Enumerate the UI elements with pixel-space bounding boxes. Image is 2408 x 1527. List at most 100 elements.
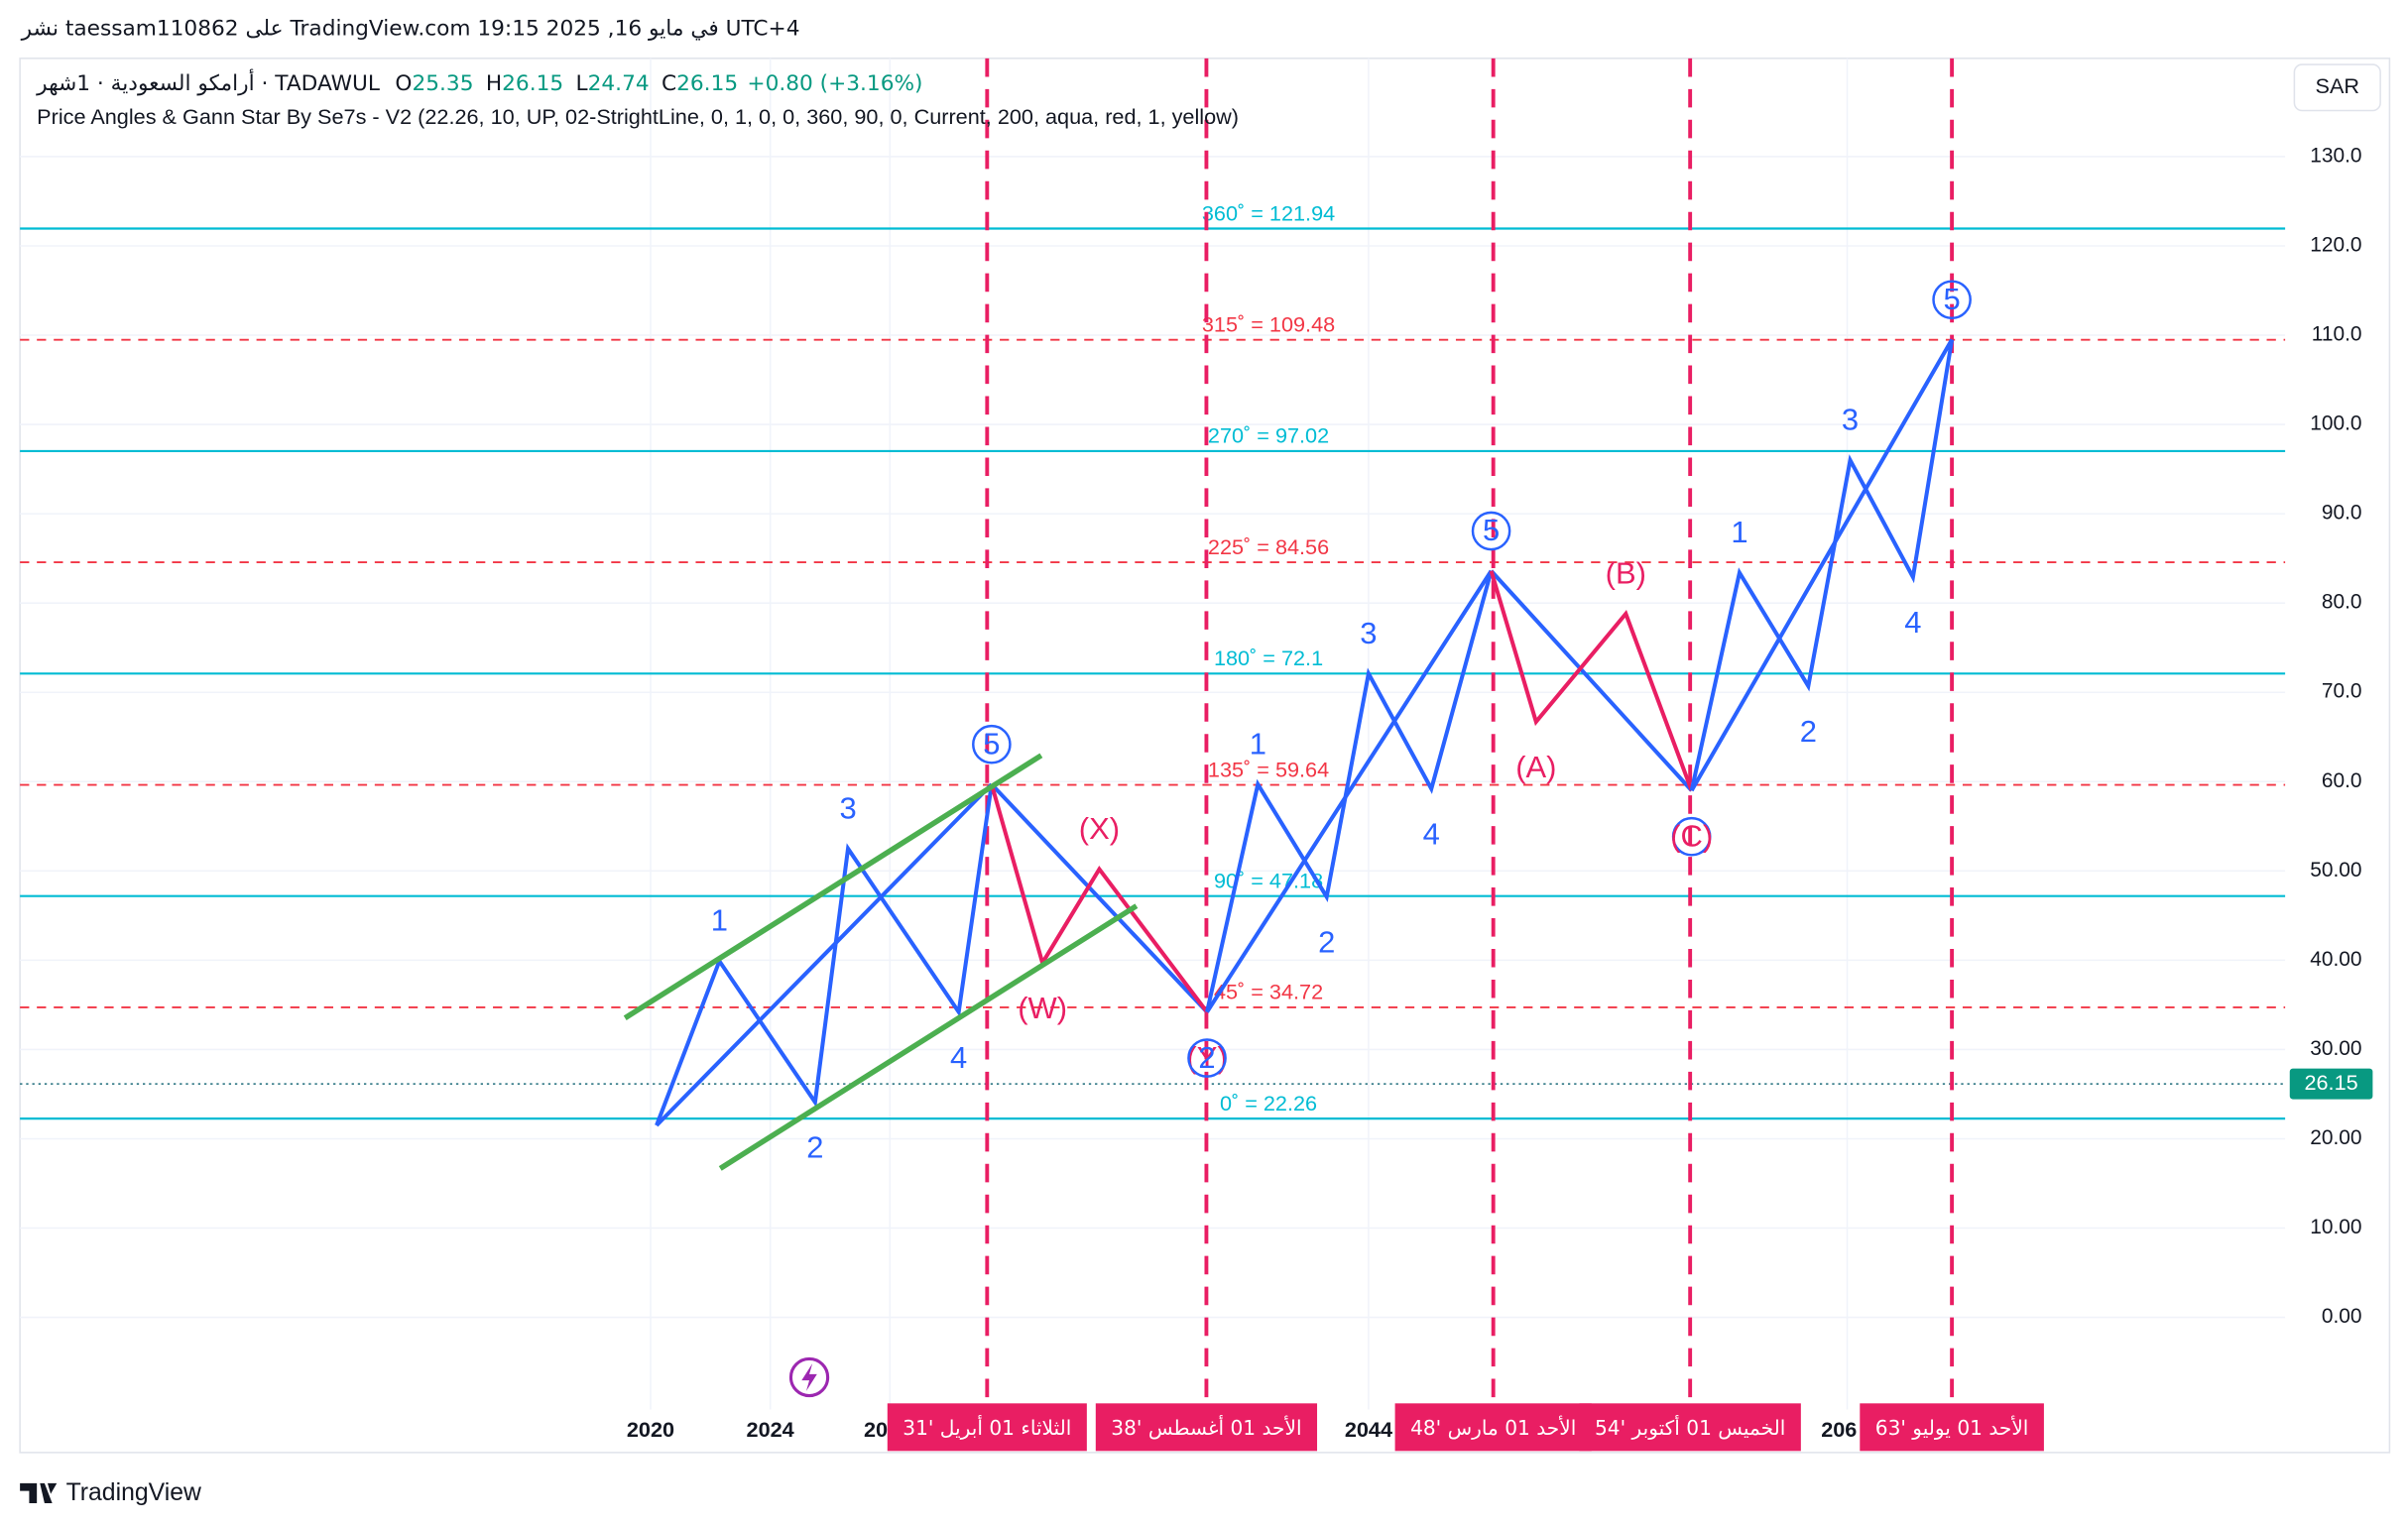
wave-label: 2 (1318, 925, 1335, 960)
gann-level-label: 360˚ = 121.94 (1202, 200, 1335, 225)
wave-label: 3 (1842, 403, 1859, 437)
event-icon[interactable] (788, 1356, 830, 1398)
wave-label-circle (1187, 1038, 1227, 1078)
y-tick-label: 90.0 (2322, 502, 2362, 525)
gann-level-label: 45˚ = 34.72 (1214, 980, 1323, 1004)
wave-label: 2 (1800, 714, 1817, 749)
wave-label-circle (1471, 511, 1511, 551)
ohlc-key: C (662, 71, 676, 96)
legend-header: أرامكو السعودية · 1شهر · TADAWUL O25.35 H2… (36, 68, 1239, 129)
wave-label: 5 (1483, 513, 1500, 547)
brand-logo (20, 1482, 58, 1503)
wave-line (990, 782, 1209, 1013)
y-tick-label: 0.00 (2322, 1305, 2362, 1328)
y-tick-label: 120.0 (2310, 233, 2361, 256)
waves (655, 338, 1955, 1127)
wave-line (1689, 338, 1954, 792)
wave-label: (X) (1079, 811, 1120, 846)
wave-label: 2 (1198, 1040, 1215, 1075)
gann-level-label: 270˚ = 97.02 (1208, 423, 1329, 448)
wave-line (1490, 569, 1694, 792)
wave-line (1489, 570, 1694, 791)
wave-label: 5 (983, 726, 1000, 761)
published-line: نشر taessam110862 على TradingView.com في… (21, 16, 800, 41)
wave-line (655, 782, 994, 1127)
wave-label: 3 (1360, 616, 1377, 650)
gann-level-label: 90˚ = 47.18 (1214, 869, 1323, 893)
wave-label: 4 (950, 1040, 967, 1075)
wave-line (1205, 569, 1494, 1013)
cycle-date-label: الثلاثاء 01 أبريل '31 (903, 1415, 1071, 1440)
gann-level-label: 135˚ = 59.64 (1208, 757, 1329, 781)
y-tick-label: 50.00 (2310, 859, 2361, 881)
wave-line (1689, 339, 1955, 791)
x-tick-label: 2020 (627, 1417, 674, 1442)
gann-level-label: 225˚ = 84.56 (1208, 534, 1329, 559)
cycle-date-box (1579, 1403, 1801, 1452)
wave-label-circle (1932, 280, 1972, 320)
wave-label: 1 (1250, 726, 1266, 761)
wave-label: 5 (1943, 282, 1960, 316)
wave-line (655, 783, 994, 1126)
wave-line (989, 783, 1209, 1013)
symbol: أرامكو السعودية · 1شهر · TADAWUL (36, 68, 380, 96)
grid (20, 58, 2286, 1410)
y-tick-label: 100.0 (2310, 412, 2361, 435)
cycle-date-label: الأحد 01 مارس '48 (1410, 1416, 1576, 1440)
wave-label: (W) (1018, 991, 1067, 1025)
ohlc-value: 26.15 (676, 71, 738, 96)
ohlc-key: O (395, 71, 412, 96)
y-tick-label: 70.0 (2322, 680, 2362, 703)
wave-label: 3 (839, 790, 856, 825)
channel-upper (623, 753, 1043, 1020)
gann-level-label: 0˚ = 22.26 (1220, 1091, 1317, 1116)
ohlc-value: 26.15 (502, 71, 563, 96)
cycle-date-box (1860, 1403, 2044, 1452)
cycle-date-box (1095, 1403, 1318, 1452)
wave-label: 1 (1731, 515, 1747, 549)
wave-label: 4 (1423, 817, 1440, 852)
y-tick-label: 20.00 (2310, 1126, 2361, 1149)
event-bolt[interactable] (801, 1363, 817, 1391)
time-cycles (985, 58, 1955, 1401)
cycle-date-label: الخميس 01 أكتوبر '54 (1595, 1415, 1785, 1440)
x-tick-label: 206 (1821, 1417, 1857, 1442)
brand-name: TradingView (66, 1479, 201, 1506)
wave-label: 1 (711, 903, 728, 938)
cycle-date-box (887, 1403, 1087, 1452)
channel-lower (718, 903, 1139, 1171)
x-tick-label: 2044 (1345, 1417, 1392, 1442)
wave-label-circle (972, 724, 1012, 764)
y-tick-label: 30.00 (2310, 1037, 2361, 1060)
currency-label[interactable]: SAR (2316, 73, 2360, 98)
last-price-label: 26.15 (2304, 1070, 2357, 1095)
wave-label: 4 (1904, 605, 1921, 640)
wave-label: (A) (1515, 750, 1556, 784)
cycle-date-box (1394, 1403, 1592, 1452)
symbol-line: أرامكو السعودية · 1شهر · TADAWUL O25.35 H2… (36, 68, 922, 96)
y-tick-label: 80.0 (2322, 591, 2362, 614)
last-price-tag (2289, 1068, 2373, 1100)
gann-level-label: 180˚ = 72.1 (1214, 646, 1323, 670)
ohlc-value: 24.74 (588, 71, 650, 96)
wave-label-circle (1671, 816, 1712, 857)
indicator-line: Price Angles & Gann Star By Se7s - V2 (2… (37, 104, 1239, 129)
cycle-date-label: الأحد 01 يوليو '63 (1875, 1416, 2029, 1440)
y-tick-label: 110.0 (2312, 323, 2362, 346)
wave-label: (B) (1606, 555, 1646, 590)
wave-line (1205, 570, 1494, 1013)
y-tick-label: 10.00 (2310, 1216, 2361, 1238)
x-tick-label: 2024 (747, 1417, 794, 1442)
y-tick-label: 130.0 (2310, 144, 2361, 167)
y-tick-label: 60.0 (2322, 769, 2362, 792)
axes: 0.00 10.00 20.00 30.00 40.00 50.00 60.0 70.0 80.… (627, 144, 2373, 1452)
wave-label: 2 (806, 1130, 823, 1165)
change: +0.80 (+3.16%) (747, 71, 922, 96)
currency-button[interactable] (2293, 63, 2381, 112)
ohlc-value: 25.35 (412, 71, 473, 96)
